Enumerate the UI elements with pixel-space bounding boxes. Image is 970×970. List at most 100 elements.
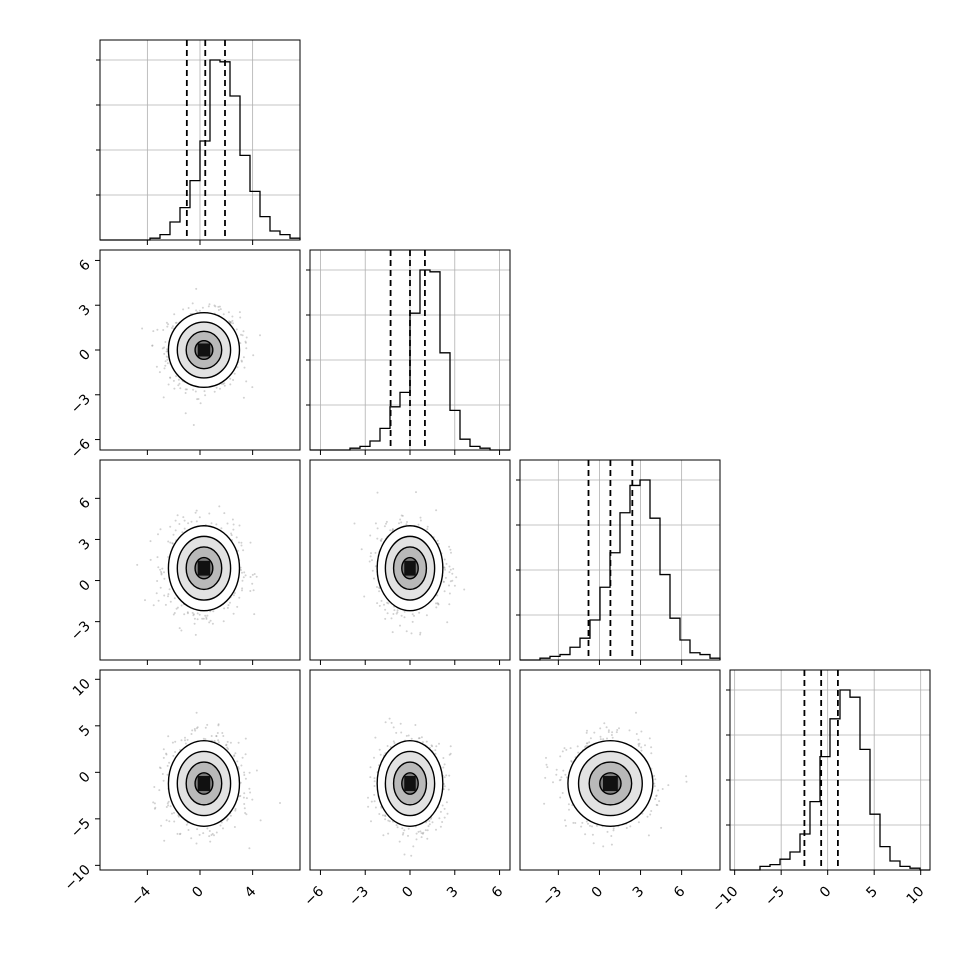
scatter-point <box>152 604 155 607</box>
scatter-point <box>164 603 167 606</box>
scatter-point <box>157 533 159 536</box>
scatter-point <box>435 509 438 512</box>
scatter-point <box>431 821 434 824</box>
scatter-point <box>192 613 195 616</box>
scatter-point <box>655 803 658 806</box>
scatter-point <box>390 617 393 620</box>
scatter-point <box>155 365 158 368</box>
scatter-point <box>171 741 174 744</box>
scatter-point <box>255 769 258 772</box>
scatter-point <box>426 837 429 840</box>
scatter-point <box>166 773 169 776</box>
scatter-point <box>251 573 254 576</box>
scatter-point <box>160 573 163 576</box>
scatter-point <box>251 798 254 801</box>
scatter-point <box>367 796 369 799</box>
scatter-point <box>429 817 432 820</box>
scatter-point <box>251 386 254 389</box>
scatter-point <box>360 548 363 551</box>
scatter-point <box>231 518 234 521</box>
scatter-point <box>174 529 177 532</box>
scatter-point <box>448 571 451 574</box>
scatter-point <box>226 522 229 525</box>
scatter-point <box>245 813 248 816</box>
scatter-point <box>389 529 392 532</box>
scatter-point <box>610 835 613 837</box>
scatter-point <box>434 752 437 755</box>
scatter-point <box>384 815 387 818</box>
scatter-point <box>248 787 251 790</box>
scatter-point <box>451 572 454 575</box>
scatter-point <box>241 589 243 592</box>
scatter-point <box>208 512 211 515</box>
scatter-point <box>194 390 197 393</box>
scatter-point <box>228 321 231 324</box>
scatter-point <box>168 588 171 591</box>
panel-content <box>353 491 466 636</box>
scatter-point <box>244 574 247 577</box>
scatter-point <box>373 780 376 783</box>
scatter-point <box>386 601 389 604</box>
scatter-point <box>393 742 396 744</box>
scatter-point <box>193 728 196 730</box>
scatter-point <box>422 831 425 834</box>
scatter-point <box>249 576 252 578</box>
scatter-point <box>442 757 445 759</box>
scatter-point <box>449 580 452 583</box>
scatter-point <box>204 394 207 397</box>
scatter-point <box>443 590 446 593</box>
scatter-point <box>166 764 169 767</box>
scatter-point <box>443 558 446 561</box>
scatter-point <box>236 549 239 552</box>
scatter-point <box>403 610 406 613</box>
scatter-point <box>637 738 640 741</box>
scatter-point <box>190 520 193 523</box>
scatter-point <box>588 741 591 744</box>
scatter-point <box>251 582 254 585</box>
scatter-point <box>370 800 373 803</box>
scatter-point <box>243 571 246 574</box>
scatter-point <box>435 745 438 748</box>
density-peak <box>197 343 211 357</box>
scatter-point <box>591 825 593 828</box>
scatter-point <box>161 773 164 775</box>
scatter-point <box>419 516 422 519</box>
scatter-point <box>406 521 408 523</box>
scatter-point <box>167 540 170 543</box>
scatter-point <box>244 812 247 814</box>
scatter-point <box>384 617 387 620</box>
scatter-point <box>222 313 225 316</box>
scatter-point <box>367 805 370 808</box>
scatter-point <box>236 366 239 369</box>
density-peak <box>404 776 416 791</box>
scatter-point <box>220 821 223 824</box>
scatter-point <box>149 540 152 543</box>
scatter-point <box>195 509 198 512</box>
scatter-point <box>166 348 168 351</box>
scatter-point <box>233 755 236 758</box>
scatter-point <box>217 723 220 726</box>
scatter-point <box>403 829 406 832</box>
scatter-point <box>444 568 446 571</box>
scatter-point <box>428 820 431 822</box>
panel-frame <box>729 669 931 871</box>
scatter-point <box>193 622 196 625</box>
scatter-point <box>436 539 439 542</box>
scatter-point <box>167 323 170 326</box>
scatter-point <box>151 344 154 347</box>
scatter-point <box>215 386 218 389</box>
scatter-point <box>391 631 394 634</box>
scatter-point <box>169 376 172 379</box>
scatter-point <box>163 571 165 574</box>
scatter-point <box>166 358 169 361</box>
scatter-point <box>226 606 229 609</box>
scatter-point <box>160 572 163 575</box>
scatter-point <box>164 341 167 343</box>
scatter-point <box>201 617 204 620</box>
scatter-point <box>162 748 165 751</box>
scatter-point <box>171 542 174 545</box>
scatter-point <box>167 556 170 558</box>
scatter-point <box>599 738 602 741</box>
scatter-point <box>353 522 356 525</box>
scatter-point <box>437 603 440 606</box>
